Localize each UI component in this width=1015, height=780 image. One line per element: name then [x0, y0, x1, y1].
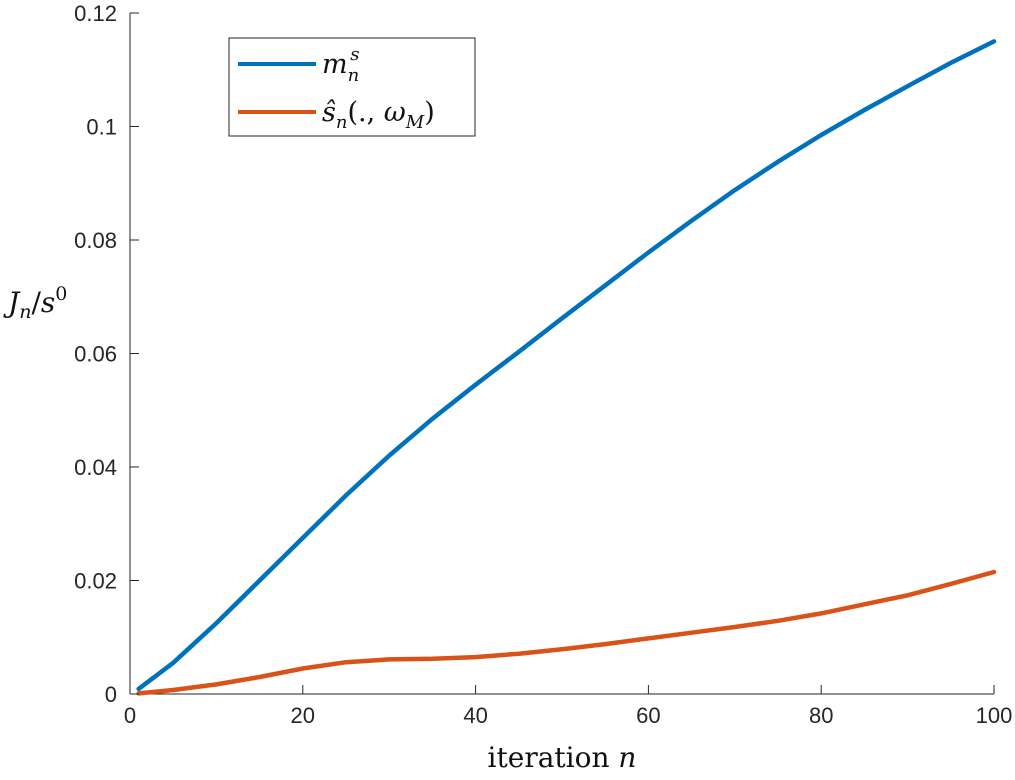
x-tick-label: 40 [463, 703, 487, 728]
y-tick-label: 0.08 [74, 228, 117, 253]
x-tick-label: 0 [124, 703, 136, 728]
legend: mns ŝn(., ωM) [228, 37, 476, 137]
ticks-layer: 0 20 40 60 80 100 0 0.02 0.04 0.06 0.08 0.1 0.12 [74, 1, 1012, 728]
legend-label-m: mns [322, 44, 359, 86]
series-line-1 [136, 569, 997, 696]
y-tick-label: 0.06 [74, 342, 117, 367]
x-tick-label: 100 [976, 703, 1013, 728]
y-tick-label: 0.02 [74, 569, 117, 594]
y-axis-title: Jn/s0 [3, 283, 67, 323]
x-tick-label: 80 [809, 703, 833, 728]
y-tick-label: 0.12 [74, 1, 117, 26]
series-line-0 [136, 39, 997, 692]
y-tick-label: 0.1 [86, 115, 117, 140]
y-tick-label: 0 [105, 682, 117, 707]
series-layer [136, 39, 997, 696]
x-tick-label: 20 [291, 703, 315, 728]
x-axis-title: iteration n [488, 741, 637, 774]
y-tick-label: 0.04 [74, 455, 117, 480]
x-tick-label: 60 [636, 703, 660, 728]
legend-box [228, 37, 476, 137]
